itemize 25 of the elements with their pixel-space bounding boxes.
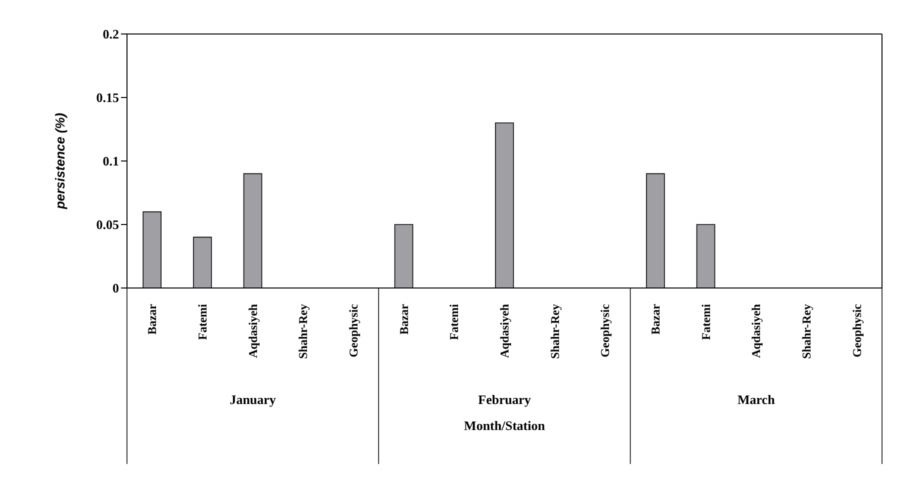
x-tick-label: Bazar bbox=[648, 303, 662, 335]
x-tick-label: Bazar bbox=[145, 303, 160, 335]
y-tick-label: 0 bbox=[112, 280, 119, 296]
x-tick-label: Geophysic bbox=[346, 303, 360, 358]
y-tick-label: 0.05 bbox=[96, 217, 120, 232]
x-tick-label: Shahr-Rey bbox=[296, 304, 310, 359]
x-tick-label: Fatemi bbox=[698, 303, 713, 340]
y-tick-label: 0.1 bbox=[102, 154, 119, 169]
y-tick-label: 0.15 bbox=[96, 90, 120, 106]
x-tick-label: Geophysic bbox=[850, 303, 864, 358]
x-axis-title: Month/Station bbox=[464, 418, 546, 433]
y-axis-title: persistence (%) bbox=[52, 112, 68, 210]
text: February bbox=[478, 392, 532, 407]
x-tick-label: Shahr-Rey bbox=[548, 304, 562, 359]
x-tick-label: Fatemi bbox=[196, 303, 210, 340]
text: January bbox=[230, 392, 276, 407]
x-tick-label: Fatemi bbox=[447, 303, 462, 340]
y-tick-label: 0.2 bbox=[102, 26, 119, 42]
x-tick-label: Aqdasiyeh bbox=[749, 304, 764, 358]
x-tick-label: Geophysic bbox=[598, 303, 612, 358]
x-tick-label: Aqdasiyeh bbox=[246, 304, 260, 358]
x-tick-label: Aqdasiyeh bbox=[498, 304, 512, 358]
text: March bbox=[738, 392, 776, 407]
x-tick-label: Bazar bbox=[396, 303, 411, 335]
x-tick-label: Shahr-Rey bbox=[800, 304, 814, 359]
